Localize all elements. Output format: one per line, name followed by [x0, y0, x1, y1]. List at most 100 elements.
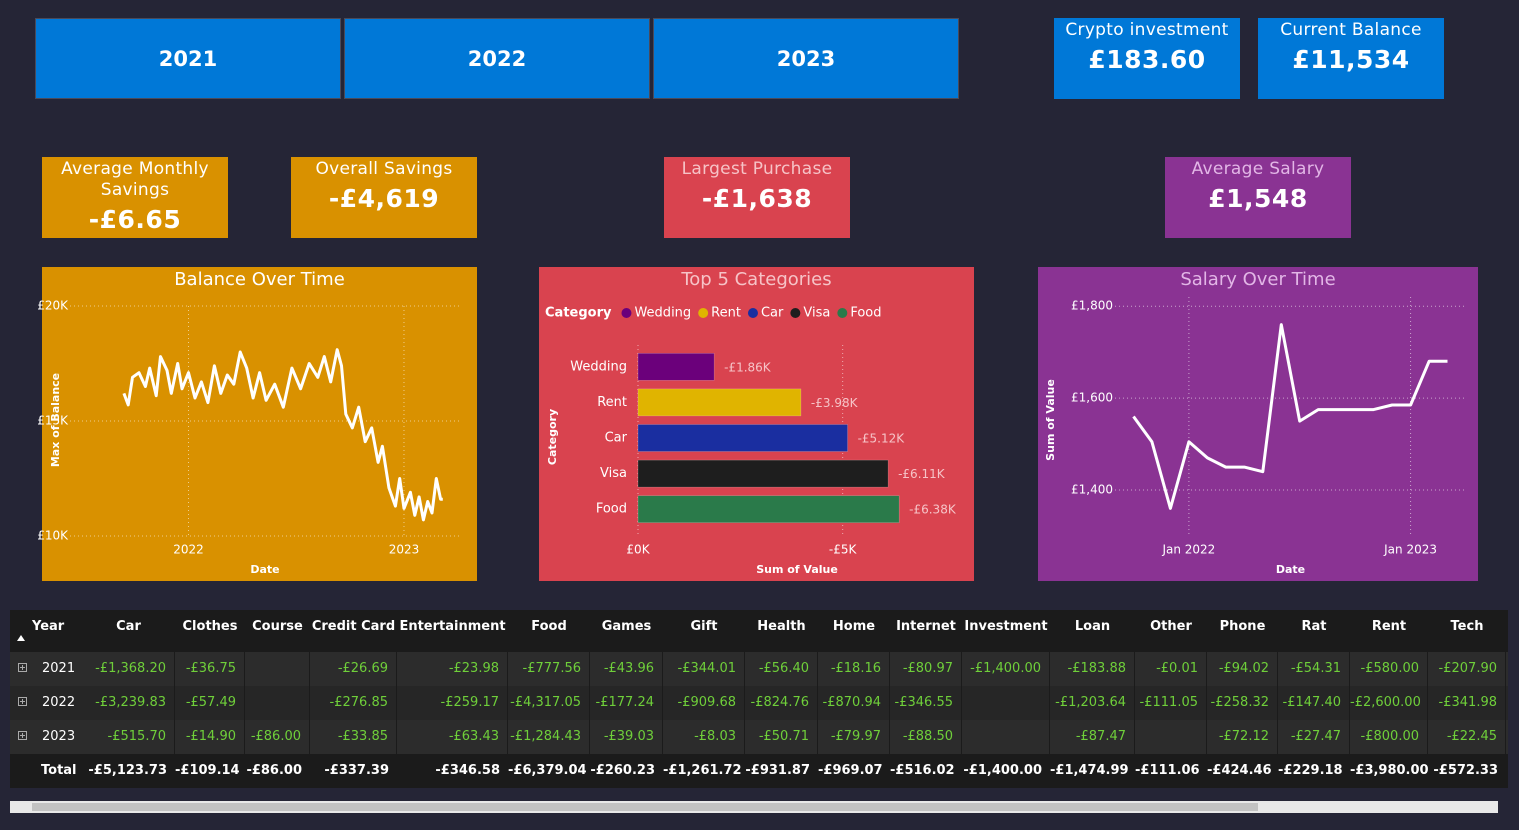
legend-label: Rent	[711, 306, 741, 321]
value-label: -£6.38K	[909, 503, 957, 517]
expand-icon[interactable]	[18, 697, 27, 706]
legend-swatch	[837, 308, 848, 318]
table-cell: -£580.00	[1350, 652, 1428, 686]
column-header[interactable]: Entertainment	[399, 619, 506, 634]
chart-panel	[539, 267, 974, 581]
column-header[interactable]: Internet	[896, 619, 956, 634]
table-cell: -£63.43	[397, 720, 508, 754]
column-header[interactable]: Food	[531, 619, 567, 634]
table-cell: -£33.85	[310, 720, 397, 754]
x-tick-label: 2023	[389, 543, 420, 557]
value-label: -£3.98K	[811, 396, 859, 410]
x-tick-label: Jan 2023	[1383, 543, 1437, 557]
table-cell: -£1,400.00	[962, 652, 1050, 686]
legend-label: Visa	[803, 306, 830, 321]
chart-title: Salary Over Time	[1180, 269, 1335, 290]
column-header[interactable]: Games	[601, 619, 652, 634]
total-cell: -£969.07	[818, 763, 883, 778]
total-cell: -£86.00	[246, 763, 302, 778]
x-axis-title: Date	[1276, 563, 1305, 576]
x-tick-label: -£5K	[829, 543, 858, 557]
column-header[interactable]: Clothes	[182, 619, 238, 634]
legend-label: Wedding	[634, 306, 691, 321]
x-axis-title: Sum of Value	[756, 563, 838, 576]
data-row: 2021 -£1,368.20 -£36.75 -£26.69 -£23.98 -£777…	[10, 652, 1508, 686]
table-cell: -£43.96	[590, 652, 663, 686]
y-tick-label: £1,400	[1071, 483, 1113, 497]
column-header[interactable]: Loan	[1074, 619, 1111, 634]
column-header[interactable]: Year	[32, 619, 65, 634]
bar	[637, 388, 802, 417]
year-button[interactable]: 2023	[653, 18, 959, 99]
x-tick-label: 2022	[173, 543, 204, 557]
column-header[interactable]: Tech	[1450, 619, 1484, 634]
column-header[interactable]: Gift	[690, 619, 718, 634]
column-header[interactable]: Car	[116, 619, 141, 634]
legend-swatch	[621, 308, 632, 318]
value-label: -£1.86K	[724, 360, 772, 374]
column-header[interactable]: Course	[252, 619, 303, 634]
expand-icon[interactable]	[18, 663, 27, 672]
category-label: Visa	[600, 466, 627, 481]
table-cell: -£777.56	[508, 652, 590, 686]
x-tick-label: £0K	[626, 543, 650, 557]
category-label: Wedding	[570, 359, 627, 374]
row-header: 2021	[42, 661, 76, 676]
table-cell	[962, 720, 1050, 754]
table-cell: -£341.98	[1428, 686, 1506, 720]
total-cell: -£229.18	[1278, 763, 1343, 778]
kpi-card: Largest Purchase -£1,638	[664, 157, 850, 238]
table-cell: -£259.17	[397, 686, 508, 720]
table-cell: -£2,600.00	[1350, 686, 1428, 720]
sort-arrow	[17, 635, 25, 641]
scrollbar[interactable]	[10, 801, 1498, 813]
table-cell: -£54.31	[1278, 652, 1350, 686]
kpi-card: Crypto investment £183.60	[1054, 18, 1240, 99]
y-axis-title: Sum of Value	[1044, 379, 1057, 461]
legend-swatch	[790, 308, 801, 318]
table-cell: -£57.49	[175, 686, 245, 720]
total-cell: -£109.14	[175, 763, 240, 778]
y-tick-label: £15K	[37, 414, 69, 428]
legend-title: Category	[545, 306, 612, 321]
card-title: Largest Purchase	[681, 159, 833, 179]
chart-title: Balance Over Time	[174, 269, 345, 290]
table-cell	[962, 686, 1050, 720]
year-button[interactable]: 2021	[35, 18, 341, 99]
total-cell: -£1,400.00	[963, 763, 1042, 778]
table-cell: -£14.90	[175, 720, 245, 754]
total-cell: -£6,379.04	[508, 763, 587, 778]
column-header[interactable]: Phone	[1219, 619, 1266, 634]
total-cell: -£1,474.99	[1050, 763, 1129, 778]
table-cell: -£23.98	[397, 652, 508, 686]
table-cell: -£1,368.20	[82, 652, 175, 686]
table-cell: -£909.68	[663, 686, 745, 720]
total-cell: -£931.87	[745, 763, 810, 778]
column-header[interactable]: Health	[757, 619, 806, 634]
category-label: Rent	[597, 395, 627, 410]
total-cell: -£337.39	[324, 763, 389, 778]
year-button[interactable]: 2022	[344, 18, 650, 99]
matrix-table: Year Car Clothes Course Credit Card Entertain…	[10, 610, 1508, 788]
column-header[interactable]: Rat	[1301, 619, 1327, 634]
column-header[interactable]: Credit Card	[311, 619, 396, 634]
scroll-thumb[interactable]	[32, 803, 1258, 811]
data-line	[122, 348, 443, 522]
column-header[interactable]: Investment	[964, 619, 1048, 634]
table-cell: -£207.90	[1428, 652, 1506, 686]
category-label: Food	[596, 502, 627, 517]
expand-icon[interactable]	[18, 731, 27, 740]
table-cell: -£87.47	[1050, 720, 1135, 754]
x-tick-label: Jan 2022	[1161, 543, 1215, 557]
card-value: £1,548	[1208, 184, 1308, 213]
total-cell: -£424.46	[1207, 763, 1272, 778]
column-header[interactable]: Rent	[1371, 619, 1407, 634]
legend-label: Car	[761, 306, 784, 321]
kpi-card: Current Balance £11,534	[1258, 18, 1444, 99]
value-label: -£5.12K	[858, 432, 906, 446]
card-title: Overall Savings	[315, 159, 453, 179]
column-header[interactable]: Home	[832, 619, 876, 634]
legend-label: Food	[850, 306, 881, 321]
column-header[interactable]: Other	[1150, 619, 1192, 634]
card-value: £11,534	[1292, 45, 1410, 74]
